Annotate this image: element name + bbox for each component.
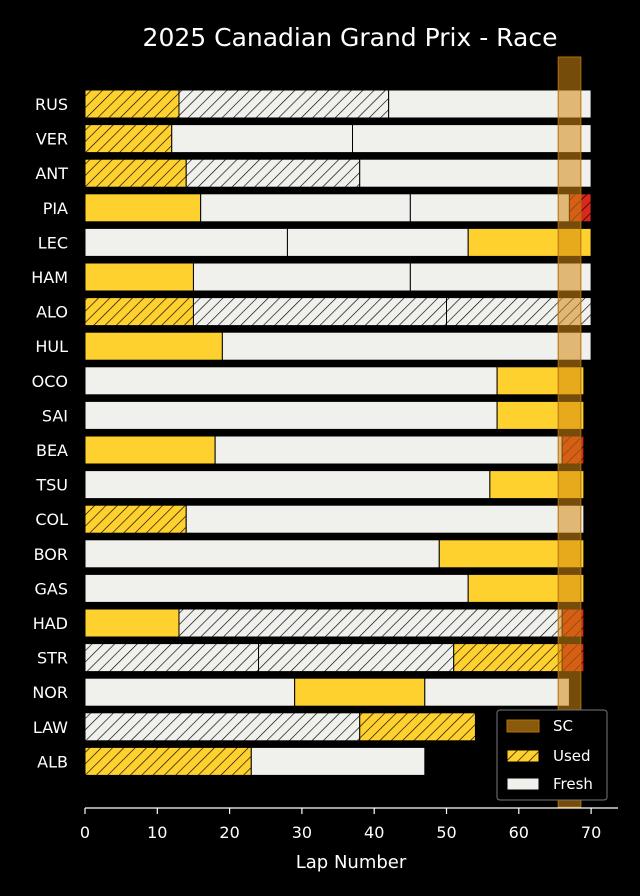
x-tick-label-10: 10	[147, 823, 167, 842]
legend-label-sc: SC	[553, 717, 573, 735]
legend-swatch-fresh	[506, 777, 540, 791]
plot-area	[84, 56, 592, 808]
x-tick-label-30: 30	[292, 823, 312, 842]
driver-label-lec: LEC	[38, 233, 68, 252]
driver-label-str: STR	[37, 649, 68, 668]
stint-bar-nor-1	[84, 677, 296, 707]
stint-bar-bea-2	[214, 435, 563, 465]
stint-bar-nor-2	[294, 677, 426, 707]
stint-bar-sai-1	[84, 400, 498, 430]
stint-bar-rus-3	[388, 89, 592, 119]
x-tick-label-40: 40	[364, 823, 384, 842]
stint-hatch-ver-1	[85, 124, 172, 153]
x-tick-label-0: 0	[80, 823, 90, 842]
stint-bar-hul-1	[84, 331, 223, 361]
driver-label-ver: VER	[36, 130, 68, 149]
stint-hatch-ant-2	[186, 159, 360, 188]
stint-bar-lec-2	[286, 227, 469, 257]
stint-bar-pia-1	[84, 193, 202, 223]
driver-label-bea: BEA	[36, 441, 68, 460]
stint-bar-alb-2	[250, 746, 426, 776]
driver-label-rus: RUS	[35, 95, 68, 114]
legend-label-used: Used	[553, 747, 591, 765]
stint-bar-bea-1	[84, 435, 216, 465]
stint-bar-ant-3	[359, 158, 592, 188]
stint-bar-nor-3	[424, 677, 570, 707]
stint-hatch-str-1	[85, 643, 259, 672]
x-tick-label-50: 50	[436, 823, 456, 842]
x-tick-label-60: 60	[509, 823, 529, 842]
driver-label-sai: SAI	[42, 406, 68, 425]
stint-bar-pia-3	[409, 193, 570, 223]
driver-label-pia: PIA	[43, 199, 68, 218]
stint-hatch-str-2	[258, 643, 454, 672]
stint-hatch-col-1	[85, 505, 187, 534]
driver-label-nor: NOR	[32, 683, 68, 702]
driver-label-had: HAD	[33, 614, 68, 633]
stint-hatch-alo-1	[85, 297, 194, 326]
driver-label-hul: HUL	[35, 337, 68, 356]
driver-label-tsu: TSU	[35, 476, 68, 495]
x-tick-label-20: 20	[219, 823, 239, 842]
stint-hatch-alb-1	[85, 747, 252, 776]
stint-hatch-law-1	[85, 712, 360, 741]
chart-title: 2025 Canadian Grand Prix - Race	[143, 23, 558, 52]
stint-bar-lec-1	[84, 227, 288, 257]
driver-label-alo: ALO	[36, 303, 68, 322]
stint-bar-tsu-1	[84, 470, 491, 500]
driver-labels: RUS VER ANT PIA LEC HAM ALO HUL OCO SAI BEA TSU COL B…	[31, 95, 68, 771]
driver-label-gas: GAS	[35, 579, 69, 598]
legend: SC Used Fresh	[496, 709, 608, 801]
driver-label-ant: ANT	[35, 164, 68, 183]
x-axis-label: Lap Number	[296, 852, 407, 873]
stint-bar-oco-1	[84, 366, 498, 396]
stint-bar-ver-2	[171, 124, 354, 154]
legend-label-fresh: Fresh	[553, 775, 593, 793]
stint-bar-ver-3	[352, 124, 592, 154]
driver-label-col: COL	[35, 510, 68, 529]
stint-hatch-str-3	[453, 643, 563, 672]
stint-hatch-rus-1	[85, 90, 179, 118]
stint-bar-col-2	[185, 504, 585, 534]
stint-bar-had-1	[84, 608, 180, 638]
x-tick-label-70: 70	[581, 823, 601, 842]
driver-label-alb: ALB	[37, 752, 68, 771]
stint-bar-hul-2	[221, 331, 592, 361]
driver-label-law: LAW	[33, 718, 68, 737]
stint-hatch-alo-2	[193, 297, 447, 326]
stint-bar-bor-1	[84, 539, 440, 569]
x-axis: 0 10 20 30 40 50 60 70	[80, 807, 618, 842]
stint-bar-pia-2	[200, 193, 411, 223]
safety-car-band	[557, 56, 582, 808]
driver-label-oco: OCO	[32, 372, 68, 391]
driver-label-bor: BOR	[34, 545, 68, 564]
legend-swatch-sc	[506, 719, 540, 733]
stint-hatch-law-2	[359, 712, 476, 741]
legend-swatch-used-hatch	[507, 750, 539, 762]
stint-bar-ham-2	[192, 262, 411, 292]
stint-bar-gas-1	[84, 573, 469, 603]
stint-hatch-rus-2	[178, 90, 389, 118]
stint-bar-ham-1	[84, 262, 194, 292]
driver-label-ham: HAM	[31, 268, 68, 287]
stint-hatch-had-2	[178, 609, 563, 637]
stint-hatch-ant-1	[85, 159, 187, 188]
